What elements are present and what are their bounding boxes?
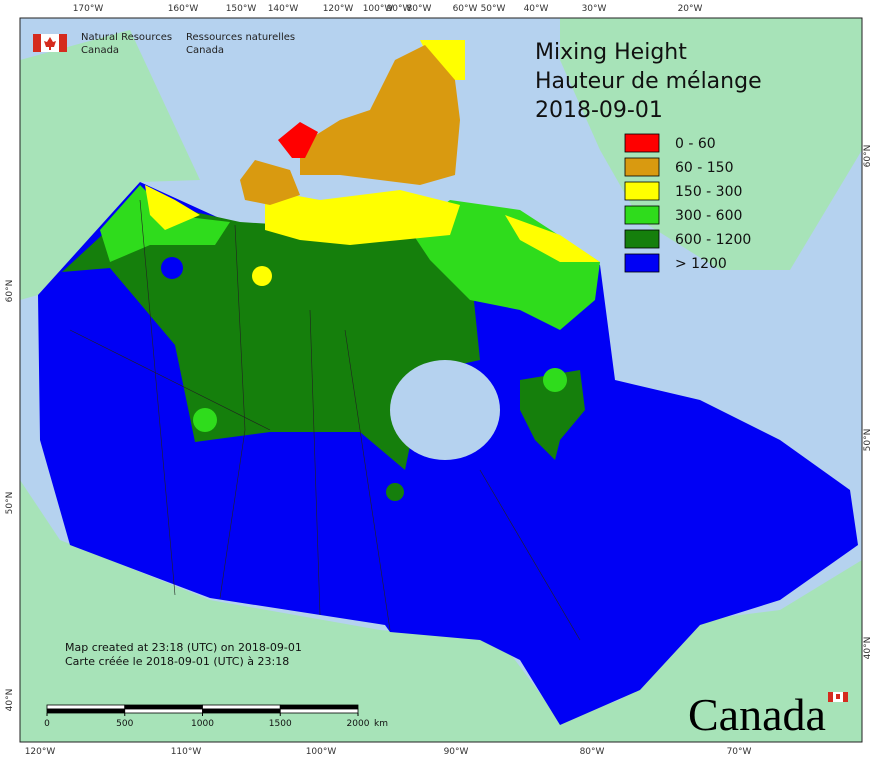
legend: 0 - 60 60 - 150 150 - 300 300 - 600 600 - 12…	[624, 133, 751, 273]
lon-label: 170°W	[73, 4, 104, 14]
legend-swatch	[624, 229, 660, 249]
hudson-bay	[390, 360, 500, 460]
lon-label: 90°W	[387, 4, 412, 14]
legend-swatch	[624, 205, 660, 225]
legend-label: 600 - 1200	[675, 232, 751, 248]
lat-label: 50°N	[863, 429, 873, 452]
scale-segment	[202, 704, 281, 710]
legend-swatch	[624, 157, 660, 177]
lon-label: 30°W	[582, 4, 607, 14]
created-note: Carte créée le 2018-09-01 (UTC) à 23:18	[65, 655, 289, 668]
region-60-150	[240, 160, 300, 205]
lat-label: 50°N	[5, 492, 15, 515]
lon-label: 80°W	[407, 4, 432, 14]
lon-label: 100°W	[306, 747, 337, 757]
scale-segment	[46, 704, 126, 710]
lon-label: 90°W	[444, 747, 469, 757]
legend-label: 150 - 300	[675, 184, 742, 200]
wordmark: Canada	[688, 689, 848, 740]
legend-label: 300 - 600	[675, 208, 742, 224]
legend-swatch	[624, 253, 660, 273]
title: Hauteur de mélange	[535, 69, 762, 94]
canada-wordmark: Canada	[688, 689, 826, 740]
region-0-60	[278, 122, 318, 158]
title-block: Mixing Height Hauteur de mélange 2018-09…	[535, 40, 762, 123]
agency-header: Natural Resources Canada Ressources natu…	[33, 32, 295, 56]
region-600-1200-labrador	[520, 370, 585, 460]
lat-label: 40°N	[5, 689, 15, 712]
lat-label: 60°N	[863, 145, 873, 168]
lon-label: 120°W	[25, 747, 56, 757]
borders	[69, 199, 581, 641]
lon-label: 110°W	[171, 747, 202, 757]
agency-en: Natural Resources	[81, 32, 172, 43]
region-gt1200-spot	[161, 257, 183, 279]
region-150-300	[252, 266, 272, 286]
region-300-600-spot	[543, 368, 567, 392]
region-600-1200-spot	[386, 483, 404, 501]
lon-label: 80°W	[580, 747, 605, 757]
lon-label: 140°W	[268, 4, 299, 14]
legend-label: 0 - 60	[675, 136, 716, 152]
agency-en: Canada	[81, 45, 119, 56]
scale-segment	[279, 708, 359, 714]
maple-leaf	[44, 37, 56, 50]
lon-label: 20°W	[678, 4, 703, 14]
scale-label: 1000	[191, 719, 214, 729]
map-frame	[20, 18, 862, 742]
scale-segment	[124, 704, 203, 710]
title: 2018-09-01	[535, 98, 663, 123]
region-150-300	[145, 185, 200, 230]
lon-label: 60°W	[453, 4, 478, 14]
lon-label: 160°W	[168, 4, 199, 14]
lat-label: 40°N	[863, 637, 873, 660]
title: Mixing Height	[535, 40, 687, 65]
scale-segment	[124, 708, 203, 714]
scale-label: 2000	[347, 719, 370, 729]
scale-segment	[46, 708, 126, 714]
graticule-top: 170°W 160°W 150°W 140°W 120°W 100°W 90°W…	[73, 4, 703, 14]
agency-fr: Ressources naturelles	[186, 32, 295, 43]
flag-bar	[59, 34, 67, 52]
scale-segment	[279, 704, 359, 710]
scale-segment	[202, 708, 281, 714]
flag-bar	[828, 692, 833, 702]
created-note: Map created at 23:18 (UTC) on 2018-09-01	[65, 641, 302, 654]
region-150-300	[505, 215, 600, 262]
legend-label: > 1200	[675, 256, 727, 272]
region-60-150	[300, 45, 460, 185]
graticule-bottom: 120°W 110°W 100°W 90°W 80°W 70°W	[25, 747, 752, 757]
flag-bar	[843, 692, 848, 702]
graticule-right: 60°N 50°N 40°N	[863, 145, 873, 660]
agency-fr: Canada	[186, 45, 224, 56]
scale-label: 500	[116, 719, 133, 729]
scale-label: 0	[44, 719, 50, 729]
lon-label: 70°W	[727, 747, 752, 757]
lon-label: 50°W	[481, 4, 506, 14]
scale-bar: 0 500 1000 1500 2000 km	[44, 704, 388, 729]
legend-swatch	[624, 181, 660, 201]
flag-bar	[33, 34, 41, 52]
lon-label: 120°W	[323, 4, 354, 14]
region-300-600-spot	[193, 408, 217, 432]
maple-leaf	[836, 694, 840, 699]
alaska	[20, 30, 200, 300]
lon-label: 40°W	[524, 4, 549, 14]
legend-swatch	[624, 133, 660, 153]
lon-label: 100°W	[363, 4, 394, 14]
graticule-left: 60°N 50°N 40°N	[5, 280, 15, 712]
region-150-300	[420, 40, 465, 80]
region-150-300	[265, 190, 460, 245]
frame-border	[19, 17, 863, 743]
lat-label: 60°N	[5, 280, 15, 303]
legend-label: 60 - 150	[675, 160, 734, 176]
scale-label: 1500	[269, 719, 292, 729]
scale-unit: km	[374, 719, 388, 729]
lon-label: 150°W	[226, 4, 257, 14]
